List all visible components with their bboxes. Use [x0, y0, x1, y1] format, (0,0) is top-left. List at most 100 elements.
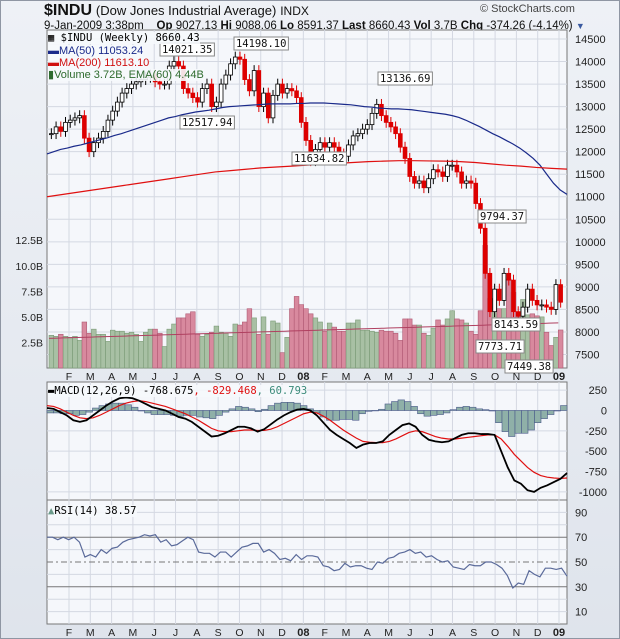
svg-text:13000: 13000	[575, 102, 606, 114]
mountain-icon: ▲	[48, 505, 55, 517]
svg-text:09: 09	[553, 627, 565, 639]
svg-text:F: F	[66, 371, 72, 383]
high-label: Hi	[220, 20, 232, 32]
open-value: 9027.13	[175, 20, 218, 32]
svg-text:90: 90	[575, 507, 587, 519]
symbol: $INDU	[44, 2, 93, 19]
svg-text:10.0B: 10.0B	[16, 261, 43, 273]
svg-text:30: 30	[575, 582, 587, 594]
svg-text:J: J	[173, 371, 178, 383]
price-legend: ▦ $INDU (Weekly) 8660.43	[48, 32, 200, 44]
quote-date: 9-Jan-2009 3:38pm	[44, 20, 144, 32]
svg-text:12000: 12000	[575, 147, 606, 159]
svg-text:13500: 13500	[575, 79, 606, 91]
svg-text:9500: 9500	[575, 259, 599, 271]
svg-text:J: J	[173, 627, 178, 639]
line-icon: ▬	[48, 385, 55, 397]
svg-text:A: A	[108, 371, 115, 383]
svg-text:M: M	[384, 371, 393, 383]
svg-text:7449.38: 7449.38	[507, 361, 551, 373]
macd-value: -768.675	[142, 385, 194, 397]
low-label: Lo	[279, 20, 295, 32]
svg-text:S: S	[470, 627, 477, 639]
svg-text:F: F	[321, 627, 327, 639]
svg-text:14500: 14500	[575, 34, 606, 46]
chg-label: Chg	[460, 20, 484, 32]
svg-text:11000: 11000	[575, 192, 605, 204]
ma200-legend-text: MA(200) 11613.10	[59, 57, 150, 69]
svg-text:08: 08	[297, 371, 309, 383]
svg-text:S: S	[215, 371, 222, 383]
svg-text:A: A	[364, 371, 371, 383]
svg-text:J: J	[152, 371, 157, 383]
svg-text:A: A	[364, 627, 371, 639]
svg-text:N: N	[513, 627, 521, 639]
svg-text:8000: 8000	[575, 327, 599, 339]
svg-text:11500: 11500	[575, 169, 605, 181]
vol-label: Vol	[413, 20, 431, 32]
svg-text:S: S	[470, 371, 477, 383]
svg-text:N: N	[257, 371, 265, 383]
macd-label: MACD(12,26,9)	[54, 385, 137, 397]
svg-text:A: A	[449, 371, 456, 383]
svg-text:A: A	[108, 627, 115, 639]
svg-text:13136.69: 13136.69	[380, 73, 430, 85]
last-value: 8660.43	[368, 20, 411, 32]
svg-text:10000: 10000	[575, 237, 606, 249]
svg-text:F: F	[321, 371, 327, 383]
ma50-legend-text: MA(50) 11053.24	[59, 45, 144, 57]
svg-text:M: M	[129, 371, 138, 383]
symbol-name: (Dow Jones Industrial Average)	[95, 3, 277, 18]
svg-text:S: S	[215, 627, 222, 639]
svg-text:J: J	[152, 627, 157, 639]
last-label: Last	[342, 20, 366, 32]
svg-text:12517.94: 12517.94	[182, 117, 232, 129]
exchange: INDX	[280, 4, 309, 18]
macd-legend: ▬MACD(12,26,9) -768.675, -829.468, 60.79…	[48, 385, 308, 397]
svg-text:N: N	[257, 627, 265, 639]
svg-text:D: D	[534, 371, 542, 383]
svg-text:A: A	[449, 627, 456, 639]
line-icon: ▬	[48, 57, 59, 69]
svg-text:O: O	[491, 627, 499, 639]
low-value: 8591.37	[297, 20, 339, 32]
svg-text:12500: 12500	[575, 124, 606, 136]
svg-text:M: M	[342, 371, 351, 383]
svg-text:A: A	[193, 627, 200, 639]
svg-text:-500: -500	[585, 446, 607, 458]
svg-text:9000: 9000	[575, 282, 599, 294]
macd-panel	[46, 381, 568, 501]
chart-title: $INDU (Dow Jones Industrial Average) IND…	[44, 2, 309, 20]
svg-text:9794.37: 9794.37	[480, 211, 524, 223]
high-value: 9088.06	[235, 20, 277, 32]
svg-text:O: O	[491, 371, 499, 383]
dropdown-triangle-icon[interactable]: ▼	[575, 21, 585, 31]
svg-text:10: 10	[575, 607, 587, 619]
svg-text:D: D	[278, 371, 286, 383]
candle-icon: ▦	[48, 32, 55, 44]
svg-text:J: J	[429, 627, 434, 639]
svg-text:N: N	[513, 371, 521, 383]
svg-text:O: O	[235, 371, 243, 383]
svg-text:7773.71: 7773.71	[478, 341, 522, 353]
svg-text:M: M	[342, 627, 351, 639]
svg-text:D: D	[278, 627, 286, 639]
open-label: Op	[156, 20, 173, 32]
svg-text:8500: 8500	[575, 304, 599, 316]
svg-text:7500: 7500	[575, 349, 599, 361]
svg-text:F: F	[66, 627, 72, 639]
svg-text:12.5B: 12.5B	[16, 235, 43, 247]
svg-text:D: D	[534, 627, 542, 639]
rsi-legend-text: RSI(14) 38.57	[54, 505, 137, 517]
svg-text:10500: 10500	[575, 214, 606, 226]
svg-text:A: A	[193, 371, 200, 383]
svg-text:J: J	[429, 371, 434, 383]
vol-value: 3.7B	[433, 20, 458, 32]
svg-text:14021.35: 14021.35	[162, 44, 212, 56]
svg-text:50: 50	[575, 557, 587, 569]
svg-text:-750: -750	[585, 467, 607, 479]
svg-text:09: 09	[553, 371, 565, 383]
ma200-legend: ▬MA(200) 11613.10	[48, 57, 150, 69]
svg-text:0: 0	[601, 405, 607, 417]
